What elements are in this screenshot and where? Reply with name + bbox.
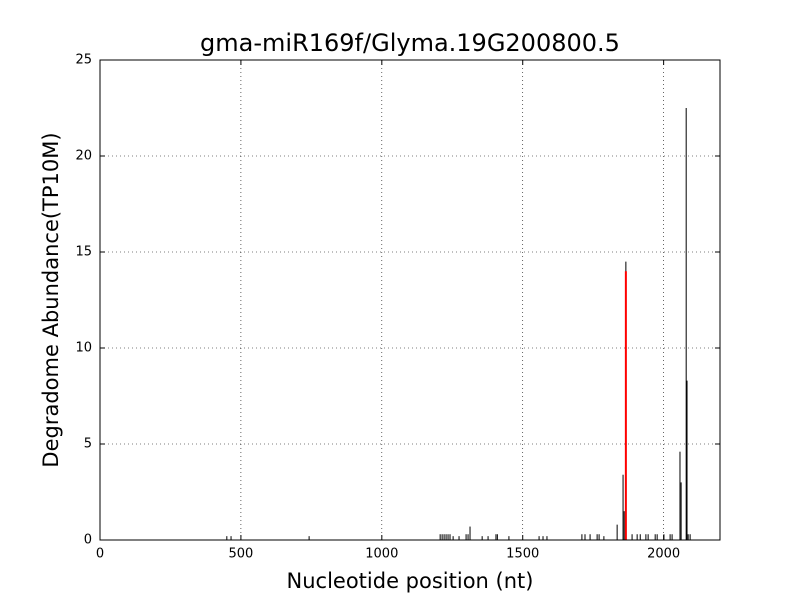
x-tick-label: 2000 bbox=[647, 547, 680, 562]
y-tick-label: 10 bbox=[75, 341, 92, 356]
y-tick-label: 25 bbox=[75, 53, 92, 68]
x-tick-label: 500 bbox=[228, 547, 253, 562]
x-tick-label: 1500 bbox=[506, 547, 539, 562]
x-axis-label: Nucleotide position (nt) bbox=[287, 569, 534, 593]
y-axis-label: Degradome Abundance(TP10M) bbox=[39, 132, 63, 467]
y-tick-label: 20 bbox=[75, 149, 92, 164]
x-tick-label: 0 bbox=[96, 547, 104, 562]
x-tick-label: 1000 bbox=[365, 547, 398, 562]
ticks: 0 500 1000 1500 2000 0 5 10 15 20 25 bbox=[75, 53, 720, 562]
y-tick-label: 15 bbox=[75, 245, 92, 260]
marks bbox=[226, 108, 691, 540]
plot-frame bbox=[99, 59, 721, 541]
y-tick-label: 5 bbox=[84, 437, 92, 452]
y-tick-label: 0 bbox=[84, 533, 92, 548]
chart-title: gma-miR169f/Glyma.19G200800.5 bbox=[200, 29, 620, 57]
